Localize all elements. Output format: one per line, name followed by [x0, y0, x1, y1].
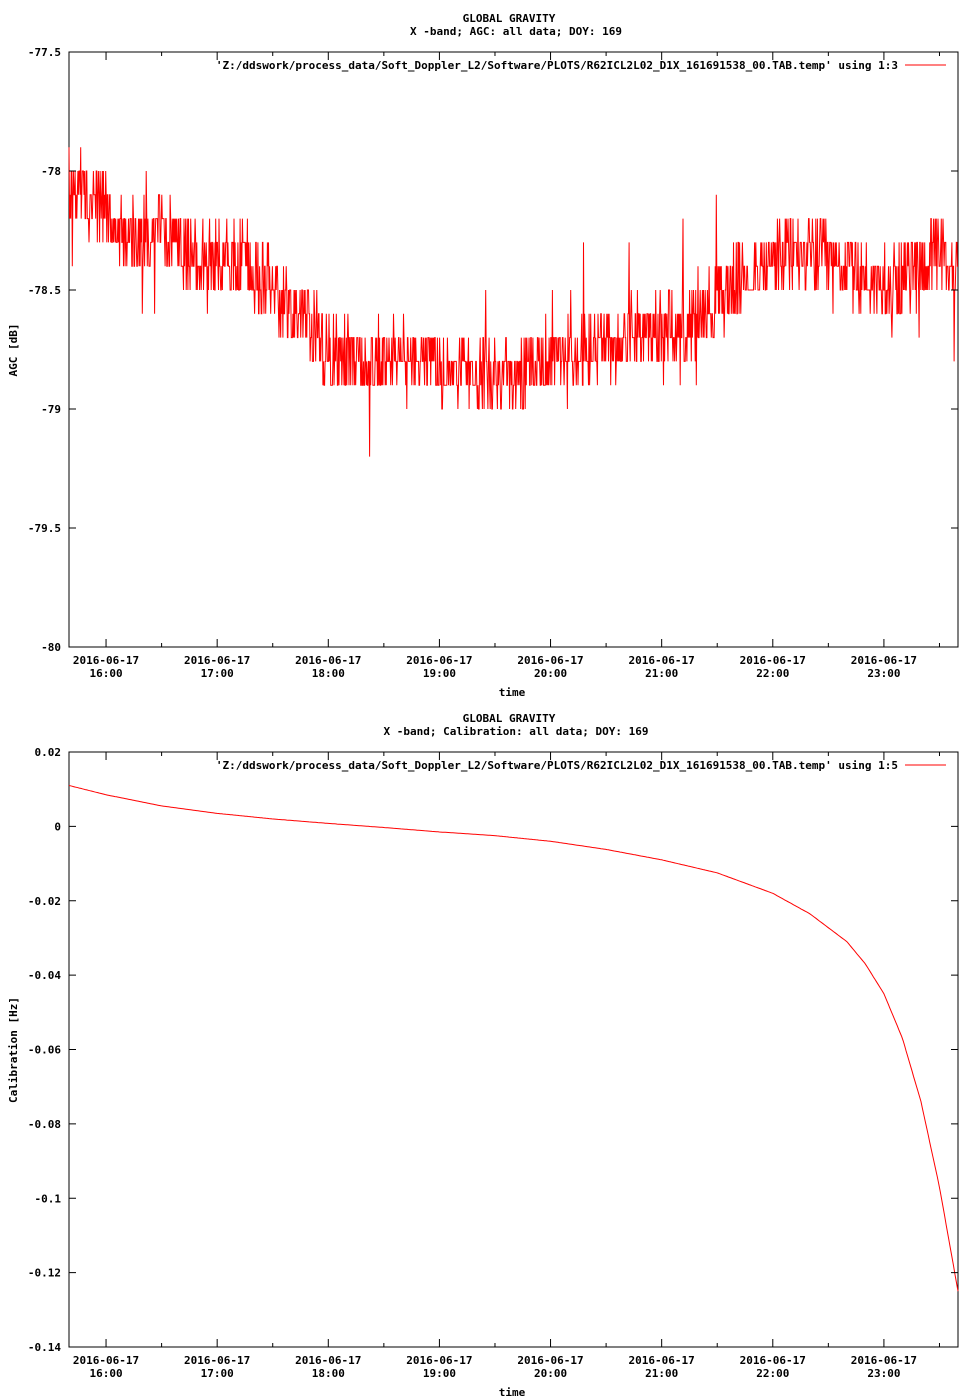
calibration-chart: GLOBAL GRAVITY X -band; Calibration: all… — [7, 712, 959, 1399]
calibration-y-tick-label: -0.04 — [28, 969, 61, 982]
agc-y-tick-label: -79 — [41, 403, 61, 416]
agc-x-tick-date: 2016-06-17 — [73, 654, 139, 667]
calibration-x-tick-date: 2016-06-17 — [851, 1354, 917, 1367]
agc-x-tick-time: 18:00 — [312, 667, 345, 680]
agc-x-tick-time: 20:00 — [534, 667, 567, 680]
calibration-y-tick-label: 0 — [54, 820, 61, 833]
agc-legend-label: 'Z:/ddswork/process_data/Soft_Doppler_L2… — [216, 59, 898, 72]
calibration-y-tick-label: -0.06 — [28, 1044, 61, 1057]
calibration-y-tick-label: 0.02 — [35, 746, 62, 759]
calibration-x-tick-time: 17:00 — [201, 1367, 234, 1380]
calibration-series — [68, 785, 959, 1292]
calibration-x-tick-date: 2016-06-17 — [295, 1354, 361, 1367]
calibration-series-line — [68, 785, 959, 1292]
calibration-x-tick-time: 18:00 — [312, 1367, 345, 1380]
calibration-x-axis: 2016-06-1716:002016-06-1717:002016-06-17… — [73, 752, 940, 1380]
calibration-y-tick-label: -0.08 — [28, 1118, 61, 1131]
calibration-x-tick-time: 20:00 — [534, 1367, 567, 1380]
agc-series-line — [68, 147, 958, 457]
calibration-y-tick-label: -0.12 — [28, 1267, 61, 1280]
calibration-x-tick-time: 22:00 — [756, 1367, 789, 1380]
agc-y-tick-label: -77.5 — [28, 46, 61, 59]
calibration-x-tick-date: 2016-06-17 — [517, 1354, 583, 1367]
agc-x-tick-time: 23:00 — [867, 667, 900, 680]
agc-y-tick-label: -79.5 — [28, 522, 61, 535]
agc-x-tick-date: 2016-06-17 — [184, 654, 250, 667]
calibration-y-axis-label: Calibration [Hz] — [7, 997, 20, 1103]
calibration-x-axis-label: time — [499, 1386, 526, 1399]
agc-chart-subtitle: X -band; AGC: all data; DOY: 169 — [410, 25, 622, 38]
calibration-y-tick-label: -0.1 — [35, 1192, 62, 1205]
calibration-x-tick-time: 21:00 — [645, 1367, 678, 1380]
agc-x-tick-time: 19:00 — [423, 667, 456, 680]
agc-x-axis: 2016-06-1716:002016-06-1717:002016-06-17… — [73, 52, 940, 680]
calibration-x-tick-time: 19:00 — [423, 1367, 456, 1380]
agc-x-tick-date: 2016-06-17 — [406, 654, 472, 667]
agc-y-axis: -77.5 -78 -78.5 -79 -79.5 -80 — [28, 46, 958, 654]
calibration-x-tick-date: 2016-06-17 — [184, 1354, 250, 1367]
calibration-y-tick-label: -0.14 — [28, 1341, 61, 1354]
calibration-plot-frame — [68, 751, 959, 1348]
agc-x-tick-time: 16:00 — [89, 667, 122, 680]
agc-x-tick-date: 2016-06-17 — [295, 654, 361, 667]
agc-chart: GLOBAL GRAVITY X -band; AGC: all data; D… — [7, 12, 959, 699]
agc-x-tick-date: 2016-06-17 — [740, 654, 806, 667]
calibration-x-tick-date: 2016-06-17 — [629, 1354, 695, 1367]
agc-y-tick-label: -80 — [41, 641, 61, 654]
calibration-legend-label: 'Z:/ddswork/process_data/Soft_Doppler_L2… — [216, 759, 898, 772]
agc-x-tick-time: 22:00 — [756, 667, 789, 680]
agc-series — [68, 147, 958, 457]
calibration-x-tick-time: 23:00 — [867, 1367, 900, 1380]
calibration-x-tick-date: 2016-06-17 — [73, 1354, 139, 1367]
agc-x-axis-label: time — [499, 686, 526, 699]
agc-x-tick-date: 2016-06-17 — [517, 654, 583, 667]
agc-plot-frame — [68, 51, 959, 648]
agc-chart-title: GLOBAL GRAVITY — [463, 12, 556, 25]
agc-y-axis-label: AGC [dB] — [7, 324, 20, 377]
agc-x-tick-date: 2016-06-17 — [851, 654, 917, 667]
calibration-y-tick-label: -0.02 — [28, 895, 61, 908]
agc-x-tick-time: 21:00 — [645, 667, 678, 680]
agc-y-tick-label: -78 — [41, 165, 61, 178]
calibration-x-tick-date: 2016-06-17 — [740, 1354, 806, 1367]
calibration-chart-subtitle: X -band; Calibration: all data; DOY: 169 — [384, 725, 649, 738]
calibration-chart-title: GLOBAL GRAVITY — [463, 712, 556, 725]
calibration-x-tick-date: 2016-06-17 — [406, 1354, 472, 1367]
calibration-x-tick-time: 16:00 — [89, 1367, 122, 1380]
agc-y-tick-label: -78.5 — [28, 284, 61, 297]
calibration-y-axis: 0.02 0 -0.02 -0.04 -0.06 -0.08 -0.1 -0.12 -0.14 — [28, 746, 958, 1354]
agc-x-tick-date: 2016-06-17 — [629, 654, 695, 667]
agc-x-tick-time: 17:00 — [201, 667, 234, 680]
